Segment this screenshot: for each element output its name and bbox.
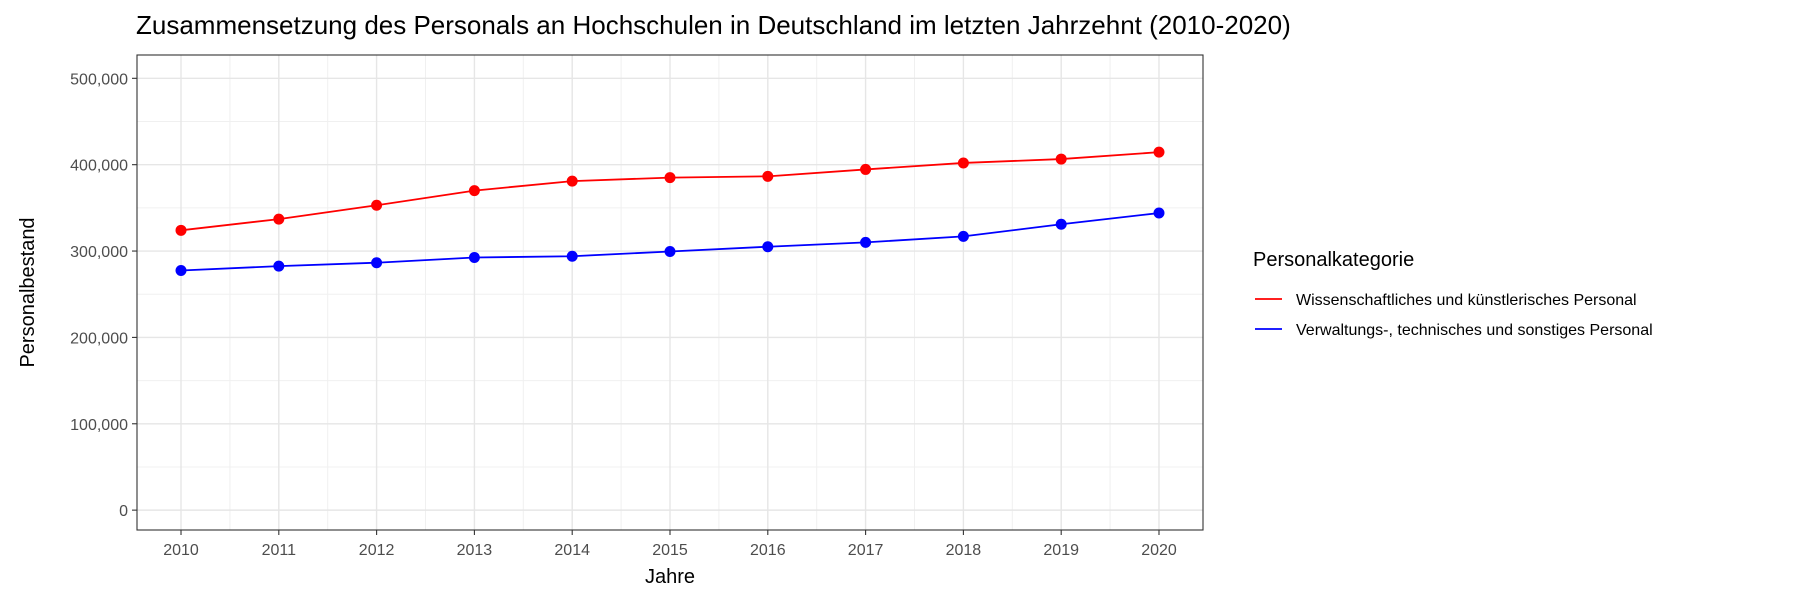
- series-2-point: [566, 250, 578, 262]
- legend-items: Wissenschaftliches und künstlerisches Pe…: [1255, 292, 1653, 339]
- series-1-point: [175, 224, 187, 236]
- series-1-point: [1153, 146, 1165, 158]
- series-2-point: [1055, 218, 1067, 230]
- y-tick-label: 300,000: [70, 244, 128, 261]
- x-tick-label: 2018: [946, 542, 982, 559]
- series-1-point: [957, 157, 969, 169]
- series-1-point: [762, 170, 774, 182]
- legend-label-1: Wissenschaftliches und künstlerisches Pe…: [1296, 292, 1637, 309]
- series-2-point: [1153, 207, 1165, 219]
- x-tick-label: 2015: [652, 542, 688, 559]
- series-2-point: [371, 257, 383, 269]
- legend: Personalkategorie Wissenschaftliches und…: [1253, 249, 1653, 339]
- x-tick-label: 2011: [262, 542, 297, 559]
- x-tick-label: 2013: [457, 542, 493, 559]
- series-points: [175, 146, 1165, 276]
- x-axis: 2010 2011 2012 2013 2014 2015 2016 2017 2018 2019…: [163, 530, 1177, 559]
- series-1-point: [468, 185, 480, 197]
- series-2-point: [468, 252, 480, 264]
- y-tick-label: 400,000: [70, 158, 128, 175]
- series-1-point: [371, 199, 383, 211]
- chart-title: Zusammensetzung des Personals an Hochsch…: [136, 10, 1291, 40]
- series-1-point: [273, 213, 285, 225]
- x-axis-title: Jahre: [645, 566, 695, 588]
- y-tick-label: 100,000: [70, 417, 128, 434]
- y-tick-label: 200,000: [70, 330, 128, 347]
- series-2-point: [273, 260, 285, 272]
- legend-title: Personalkategorie: [1253, 249, 1414, 271]
- x-tick-label: 2012: [359, 542, 395, 559]
- series-1-point: [664, 172, 676, 184]
- x-tick-label: 2016: [750, 542, 786, 559]
- series-2-point: [860, 236, 872, 248]
- series-2-point: [957, 230, 969, 242]
- y-axis-title: Personalbestand: [17, 217, 39, 367]
- x-tick-label: 2014: [554, 542, 590, 559]
- x-tick-label: 2019: [1043, 542, 1079, 559]
- series-2-point: [175, 264, 187, 276]
- legend-label-2: Verwaltungs-, technisches und sonstiges …: [1296, 322, 1653, 339]
- series-2-point: [762, 241, 774, 253]
- y-tick-label: 0: [119, 503, 128, 520]
- series-2-point: [664, 245, 676, 257]
- x-tick-label: 2017: [848, 542, 884, 559]
- series-1-point: [566, 175, 578, 187]
- y-tick-label: 500,000: [70, 71, 128, 88]
- y-axis: 0 100,000 200,000 300,000 400,000 500,000: [70, 71, 137, 520]
- series-1-point: [1055, 153, 1067, 165]
- series-1-point: [860, 163, 872, 175]
- major-gridlines: [137, 55, 1203, 530]
- x-tick-label: 2020: [1141, 542, 1177, 559]
- x-tick-label: 2010: [163, 542, 199, 559]
